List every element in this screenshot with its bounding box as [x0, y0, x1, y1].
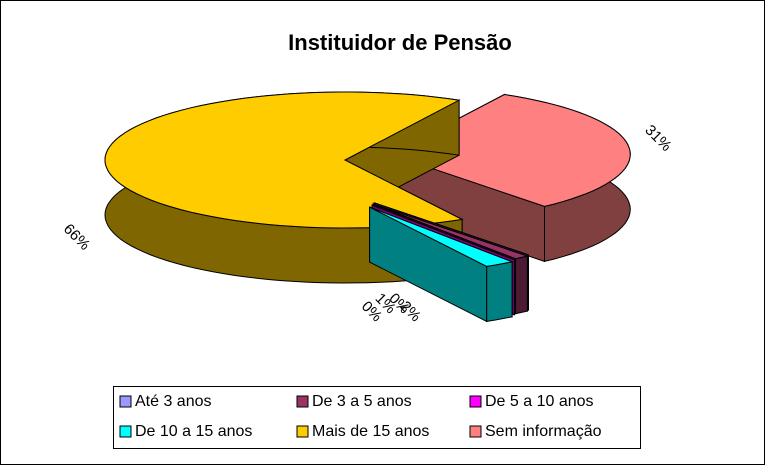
- slice-top: [104, 91, 464, 229]
- legend-label: Mais de 15 anos: [312, 423, 429, 440]
- legend-label: De 10 a 15 anos: [135, 423, 252, 440]
- legend-swatch: [469, 395, 482, 408]
- chart-title: Instituidor de Pensão: [288, 30, 512, 55]
- slice-top: [372, 203, 530, 260]
- legend-swatch: [296, 425, 309, 438]
- legend-swatch: [119, 395, 132, 408]
- legend-label: Sem informação: [485, 423, 602, 440]
- slice-top: [374, 202, 529, 256]
- legend-swatch: [119, 425, 132, 438]
- legend-box: [113, 386, 641, 449]
- legend-swatch: [296, 395, 309, 408]
- slice-wall: [486, 261, 513, 322]
- legend-label: De 5 a 10 anos: [485, 393, 594, 410]
- pie-slice: [369, 206, 514, 323]
- slice-top: [371, 204, 515, 261]
- legend-swatch: [469, 425, 482, 438]
- slice-top: [369, 206, 514, 267]
- legend-label: Até 3 anos: [135, 393, 212, 410]
- slice-top: [389, 93, 631, 207]
- legend-label: De 3 a 5 anos: [312, 393, 412, 410]
- slice-wall: [515, 255, 528, 315]
